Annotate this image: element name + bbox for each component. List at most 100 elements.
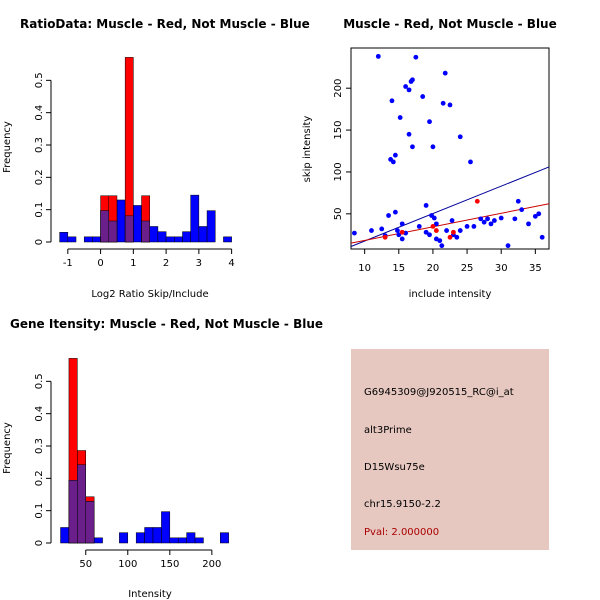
scatter-point-blue [471,223,477,229]
gene-y-tick-label: 0.2 [34,470,45,486]
gene-blue-bar [119,532,129,544]
ratio-blue-bar [67,236,77,243]
gene-blue-bar [152,527,162,544]
scatter-point-blue [515,198,521,204]
ratio-y-tick-label: 0.4 [34,105,45,121]
gene-blue-bar [186,532,196,544]
scatter-frame [350,47,550,250]
scatter-point-blue [406,87,412,93]
scatter-x-tick-label: 30 [495,263,508,274]
ratio-blue-bar [133,205,142,243]
scatter-point-red [447,234,453,240]
ratio-blue-bar [198,226,208,243]
scatter-point-blue [481,219,487,225]
scatter-point-blue [488,221,494,227]
scatter-fit-line [350,166,550,247]
scatter-point-blue [526,221,531,227]
scatter-x-tick-label: 20 [427,263,440,274]
gene-hist-ylabel: Frequency [2,422,13,474]
ratio-blue-bar [174,236,183,243]
ratio-blue-bar [157,231,167,243]
scatter-point-blue [375,53,381,59]
gene-x-tick-label: 200 [202,559,221,570]
scatter-point-blue [449,218,455,223]
scatter-point-red [433,228,439,233]
scatter-point-blue [406,131,412,137]
ratio-y-tick-label: 0.3 [34,137,45,153]
gene-hist-title: Gene Itensity: Muscle - Red, Not Muscle … [10,317,323,331]
scatter-point-blue [369,228,374,233]
scatter-point-blue [431,215,437,221]
scatter-point-blue [352,230,357,236]
scatter-point-blue [468,159,473,165]
gene-y-tick-label: 0.5 [34,373,45,389]
ratio-x-tick-label: -1 [63,258,73,269]
scatter-x-tick-label: 25 [461,263,474,274]
scatter-y-tick-label: 100 [333,162,344,181]
gene-blue-bar [194,537,204,544]
gene-y-tick-label: 0.4 [34,406,45,422]
scatter-point-red [430,223,436,229]
scatter-point-blue [439,243,445,249]
gene-y-tick-label: 0 [34,540,45,546]
scatter-point-blue [423,229,429,235]
scatter-point-blue [454,234,460,240]
scatter-point-blue [442,70,448,76]
scatter-y-tick-label: 200 [333,79,344,98]
scatter-point-blue [403,84,409,89]
ratio-overlap-bar [100,210,110,243]
scatter-point-blue [444,228,449,233]
ratio-y-tick-label: 0.2 [34,169,45,185]
ratio-x-tick-label: 2 [163,258,169,269]
ratio-blue-bar [83,236,93,243]
scatter-point-blue [410,77,415,83]
ratio-x-tick-label: 1 [130,258,136,269]
ratio-overlap-bar [108,220,118,243]
scatter-point-red [451,229,456,235]
gene-histogram: Gene Itensity: Muscle - Red, Not Muscle … [2,317,323,600]
scatter-point-blue [397,115,403,120]
ratio-overlap-bar [141,220,150,243]
gene-x-tick-label: 150 [160,559,179,570]
ratio-blue-bar [165,236,175,243]
scatter-point-blue [512,216,518,222]
gene-hist-bars [60,358,229,544]
gene-hist-xlabel: Intensity [128,589,172,600]
scatter-point-blue [485,216,490,222]
scatter-point-blue [396,232,402,238]
ratio-blue-bar [59,232,69,243]
probe-id: G6945309@J920515_RC@i_at [364,387,514,398]
gene-name: D15Wsu75e [364,462,425,473]
scatter-xlabel: include intensity [409,289,492,300]
ratio-y-tick-label: 0.1 [34,202,45,218]
chrom-location: chr15.9150-2.2 [364,499,441,510]
gene-x-tick-label: 100 [118,559,137,570]
gene-blue-bar [135,532,145,544]
probe-info-panel: G6945309@J920515_RC@i_at alt3Prime D15Ws… [351,349,549,550]
ratio-hist-bars [59,57,232,243]
gene-blue-bar [220,532,229,544]
scatter-ylabel: skip intensity [302,116,313,183]
scatter-point-blue [423,203,429,208]
scatter-point-blue [399,221,405,227]
scatter-point-blue [457,134,463,140]
scatter-point-blue [464,223,470,229]
scatter-point-blue [395,228,400,233]
scatter-point-blue [437,238,443,244]
scatter-point-blue [478,216,484,222]
scatter-title: Muscle - Red, Not Muscle - Blue [343,17,557,31]
scatter-point-blue [519,207,525,213]
scatter-points [352,53,545,249]
scatter-point-blue [420,94,426,99]
scatter-point-blue [447,102,453,108]
ratio-blue-bar [223,236,232,243]
gene-overlap-bar [77,464,86,544]
gene-blue-bar [161,511,171,544]
scatter-point-red [474,198,480,204]
intensity-scatter: Muscle - Red, Not Muscle - Blue 10 15 20 25… [302,17,557,300]
scatter-point-blue [392,209,398,215]
ratio-blue-bar [190,194,200,243]
gene-blue-bar [60,527,70,544]
scatter-point-blue [433,221,439,227]
